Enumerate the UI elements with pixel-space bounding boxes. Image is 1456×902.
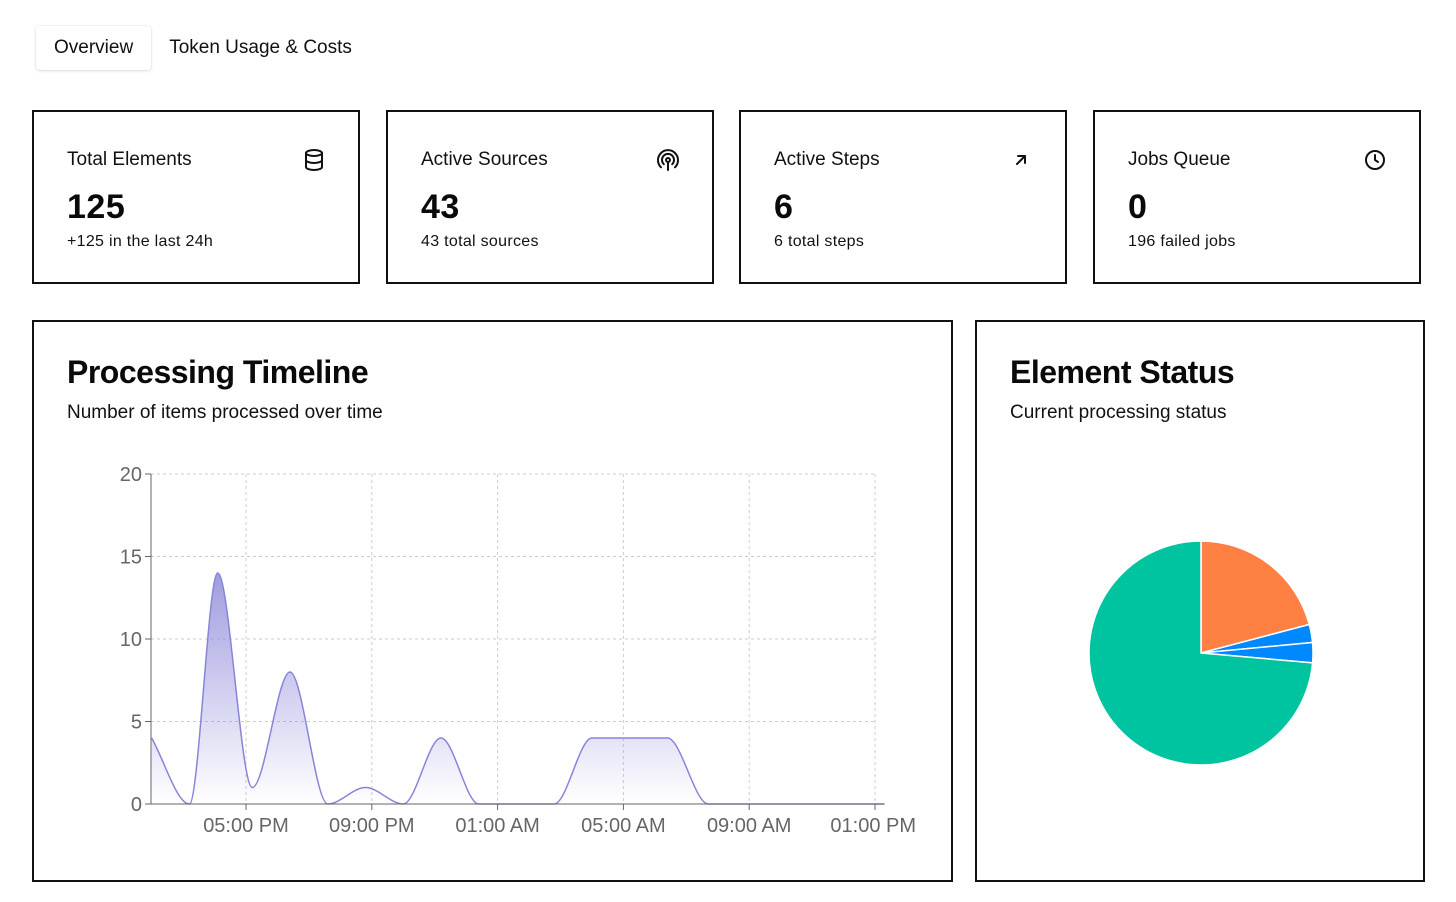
- x-tick-label: 05:00 AM: [581, 815, 666, 837]
- y-tick-label: 10: [120, 629, 142, 651]
- chart-grid: [151, 473, 876, 804]
- stat-subtext: +125 in the last 24h: [67, 233, 214, 250]
- y-tick-label: 15: [120, 547, 142, 569]
- stat-title: Active Steps: [774, 149, 880, 170]
- panel-subtitle: Number of items processed over time: [67, 402, 383, 423]
- stat-title: Active Sources: [421, 149, 548, 170]
- database-icon: [305, 149, 323, 171]
- element-status-pie-chart: [1088, 540, 1314, 766]
- y-tick-label: 0: [131, 794, 142, 816]
- y-tick-label: 5: [131, 712, 142, 734]
- processing-timeline-panel: Processing Timeline Number of items proc…: [32, 320, 953, 882]
- broadcast-icon: [657, 149, 679, 171]
- stat-title: Jobs Queue: [1128, 149, 1231, 170]
- y-tick-label: 20: [120, 464, 142, 486]
- panel-title: Element Status: [1010, 354, 1235, 390]
- stat-title: Total Elements: [67, 149, 192, 170]
- x-tick-label: 09:00 PM: [329, 815, 415, 837]
- panel-subtitle: Current processing status: [1010, 402, 1227, 423]
- stat-subtext: 196 failed jobs: [1128, 233, 1236, 250]
- x-tick-label: 01:00 AM: [455, 815, 540, 837]
- tab-token-usage-costs[interactable]: Token Usage & Costs: [169, 37, 352, 58]
- element-status-panel: Element Status Current processing status: [975, 320, 1425, 882]
- x-tick-label: 01:00 PM: [830, 815, 916, 837]
- area-line: [150, 572, 885, 805]
- clock-icon: [1365, 150, 1385, 170]
- pie-slice[interactable]: [1088, 540, 1314, 766]
- arrow-up-right-icon: [1016, 155, 1026, 165]
- tab-bar: Overview Token Usage & Costs: [36, 26, 370, 70]
- stat-card-active-sources: Active Sources 43 43 total sources: [386, 110, 714, 284]
- panel-title: Processing Timeline: [67, 354, 369, 390]
- stat-card-jobs-queue: Jobs Queue 0 196 failed jobs: [1093, 110, 1421, 284]
- x-tick-label: 09:00 AM: [707, 815, 792, 837]
- stat-card-active-steps: Active Steps 6 6 total steps: [739, 110, 1067, 284]
- x-tick-label: 05:00 PM: [203, 815, 289, 837]
- processing-timeline-chart: 0 5 10 15 20 05:00 PM 09:00 PM 01:00 AM 05:00 AM…: [120, 464, 916, 837]
- stat-subtext: 6 total steps: [774, 233, 865, 250]
- stat-value: 43: [421, 188, 460, 226]
- pie-slice[interactable]: [1200, 540, 1311, 654]
- stat-card-total-elements: Total Elements 125 +125 in the last 24h: [32, 110, 360, 284]
- tab-overview[interactable]: Overview: [36, 26, 152, 70]
- stat-value: 6: [774, 188, 794, 226]
- stat-value: 125: [67, 188, 126, 226]
- stat-value: 0: [1128, 188, 1148, 226]
- stat-subtext: 43 total sources: [421, 233, 539, 250]
